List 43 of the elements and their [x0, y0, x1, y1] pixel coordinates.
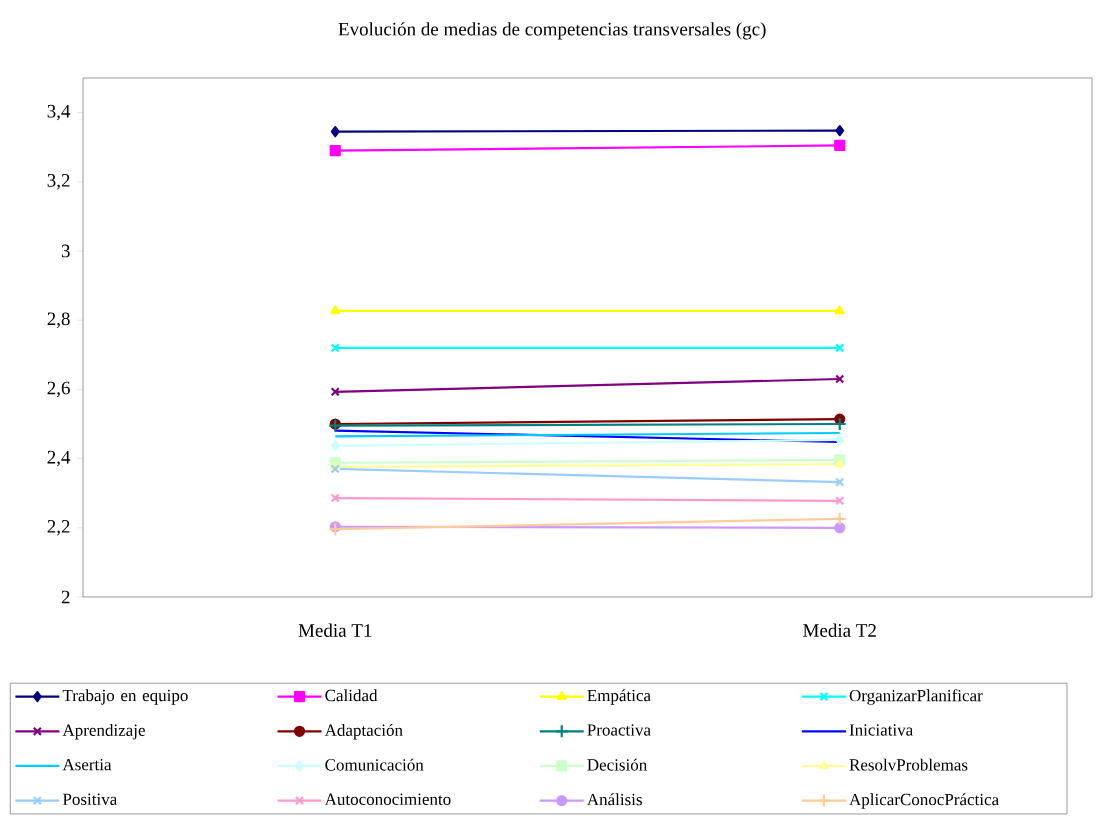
- legend-label: Autoconocimiento: [324, 793, 451, 805]
- point: [835, 374, 845, 384]
- x-tick-label: Media T2: [803, 623, 876, 637]
- point: [832, 511, 847, 526]
- x-tick-label: Media T1: [298, 623, 372, 637]
- legend-label: Iniciativa: [849, 724, 913, 736]
- legend-label: Aprendizaje: [62, 723, 145, 740]
- y-tick-label: 2,6: [47, 381, 70, 398]
- legend-label: Comunicación: [325, 758, 424, 771]
- point: [834, 139, 846, 152]
- point: [330, 387, 340, 397]
- point: [835, 124, 845, 137]
- legend-label: Asertia: [62, 758, 112, 771]
- point: [328, 522, 343, 537]
- legend-label: Análisis: [586, 793, 642, 806]
- y-tick-label: 2,8: [47, 312, 70, 328]
- legend-label: OrganizarPlanificar: [849, 689, 983, 705]
- point: [835, 434, 845, 446]
- legend-label: ResolvProblemas: [849, 758, 968, 771]
- legend-label: Empática: [587, 689, 651, 705]
- y-tick-label: 3,2: [47, 174, 70, 190]
- point: [835, 477, 845, 487]
- legend-label: Trabajo en equipo: [62, 689, 188, 705]
- y-tick-label: 2,4: [47, 450, 71, 467]
- chart-title: Evolución de medias de competencias transversales (gc): [338, 22, 766, 40]
- point: [329, 145, 341, 157]
- legend-label: Decisión: [587, 758, 648, 771]
- y-tick-label: 3,4: [47, 104, 71, 121]
- point: [330, 493, 340, 503]
- legend-label: Proactiva: [587, 724, 651, 736]
- point: [330, 343, 340, 353]
- y-tick-label: 2: [61, 590, 70, 604]
- point: [835, 343, 845, 353]
- legend-label: Adaptación: [324, 723, 403, 740]
- legend-label: Positiva: [62, 793, 118, 805]
- point: [330, 440, 340, 452]
- point: [835, 496, 845, 506]
- y-tick-label: 3: [61, 244, 70, 258]
- point: [330, 126, 340, 138]
- legend-label: AplicarConocPráctica: [849, 793, 999, 809]
- point: [834, 522, 846, 534]
- legend-label: Calidad: [325, 689, 378, 702]
- y-tick-label: 2,2: [47, 520, 70, 536]
